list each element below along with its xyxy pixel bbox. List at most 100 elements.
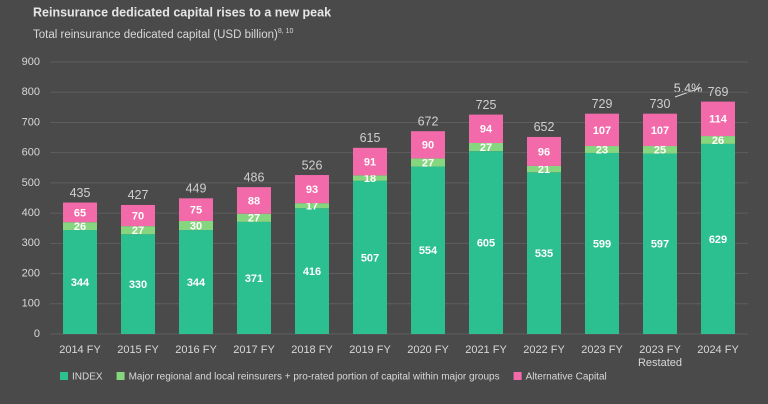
value-label: 25 xyxy=(654,145,666,157)
value-label: 629 xyxy=(709,234,727,246)
bar-segment xyxy=(701,136,735,144)
value-label: 27 xyxy=(132,225,144,237)
x-tick-label: 2014 FY xyxy=(59,344,101,356)
value-label: 344 xyxy=(71,277,90,289)
value-label: 94 xyxy=(480,124,493,136)
bar-segment xyxy=(469,151,503,334)
y-tick-label: 100 xyxy=(22,298,40,310)
y-tick-label: 500 xyxy=(22,177,40,189)
bar-segment xyxy=(585,146,619,153)
value-label: 535 xyxy=(535,248,553,260)
value-label: 88 xyxy=(248,195,260,207)
x-tick-label: 2015 FY xyxy=(117,344,159,356)
total-label: 435 xyxy=(70,186,91,200)
value-label: 70 xyxy=(132,210,144,222)
total-label: 730 xyxy=(650,97,671,111)
legend-label: Alternative Capital xyxy=(526,372,607,383)
subtitle-text: Total reinsurance dedicated capital (USD… xyxy=(33,29,278,41)
total-label: 526 xyxy=(302,158,323,172)
bar-segment xyxy=(63,202,97,223)
bar-segment xyxy=(469,114,503,143)
bar-segment xyxy=(237,187,271,214)
value-label: 107 xyxy=(593,125,611,137)
annotation: 5.4% xyxy=(674,81,703,95)
value-label: 27 xyxy=(480,142,492,154)
bar-segment xyxy=(237,221,271,334)
value-label: 507 xyxy=(361,252,379,264)
value-label: 23 xyxy=(596,144,608,156)
bar-segment xyxy=(295,208,329,334)
value-label: 17 xyxy=(306,201,318,213)
x-tick-label: 2022 FY xyxy=(523,344,565,356)
bar-segment xyxy=(63,230,97,334)
y-tick-label: 0 xyxy=(34,328,40,340)
value-label: 75 xyxy=(190,205,202,217)
x-tick-label: 2023 FY Restated xyxy=(638,344,682,369)
bar-segment xyxy=(701,101,735,137)
bar-segment xyxy=(121,226,155,235)
bar-segment xyxy=(121,234,155,334)
total-label: 449 xyxy=(186,182,207,196)
value-label: 90 xyxy=(422,140,434,152)
total-label: 427 xyxy=(128,188,149,202)
value-label: 554 xyxy=(419,245,438,257)
value-label: 330 xyxy=(129,279,147,291)
value-label: 30 xyxy=(190,220,202,232)
value-label: 65 xyxy=(74,207,86,219)
legend-label: Major regional and local reinsurers + pr… xyxy=(129,372,500,383)
bar-segment xyxy=(469,142,503,152)
bar-segment xyxy=(643,113,677,147)
x-tick-label: 2020 FY xyxy=(407,344,449,356)
bar-segment xyxy=(643,153,677,334)
value-label: 91 xyxy=(364,156,376,168)
bar-segment xyxy=(527,136,561,166)
value-label: 26 xyxy=(712,135,724,147)
total-label: 769 xyxy=(708,85,729,99)
value-label: 21 xyxy=(538,164,550,176)
value-label: 605 xyxy=(477,237,495,249)
bar-segment xyxy=(179,230,213,334)
total-label: 725 xyxy=(476,98,497,112)
bar-segment xyxy=(411,158,445,167)
bar-segment xyxy=(527,165,561,173)
value-label: 416 xyxy=(303,266,321,278)
bar-segment xyxy=(353,175,387,181)
x-tick-label: 2017 FY xyxy=(233,344,275,356)
bar-segment xyxy=(585,113,619,147)
value-label: 107 xyxy=(651,125,669,137)
x-tick-label: 2019 FY xyxy=(349,344,391,356)
value-label: 114 xyxy=(709,114,728,126)
value-label: 599 xyxy=(593,238,611,250)
x-tick-label: 2021 FY xyxy=(465,344,507,356)
value-label: 371 xyxy=(245,273,263,285)
legend-swatch xyxy=(513,372,522,380)
value-label: 18 xyxy=(364,173,376,185)
bar-segment xyxy=(643,146,677,154)
bar-segment xyxy=(585,152,619,334)
y-tick-label: 300 xyxy=(22,237,40,249)
y-tick-label: 800 xyxy=(22,86,40,98)
total-label: 615 xyxy=(360,131,381,145)
bar-segment xyxy=(411,166,445,334)
y-tick-label: 200 xyxy=(22,267,40,279)
bar-segment xyxy=(353,147,387,176)
bar-segment xyxy=(179,220,213,231)
total-label: 729 xyxy=(592,97,613,111)
chart-subtitle: Total reinsurance dedicated capital (USD… xyxy=(33,28,294,41)
bar-segment xyxy=(121,204,155,227)
bar-segment xyxy=(237,213,271,222)
legend-label: INDEX xyxy=(72,372,103,383)
x-tick-label: 2023 FY xyxy=(581,344,623,356)
x-tick-label: 2016 FY xyxy=(175,344,217,356)
value-label: 597 xyxy=(651,239,669,251)
bar-segment xyxy=(701,143,735,334)
x-tick-label: 2018 FY xyxy=(291,344,333,356)
y-tick-label: 900 xyxy=(22,56,40,68)
value-label: 27 xyxy=(422,157,434,169)
x-tick-label: 2024 FY xyxy=(697,344,739,356)
y-tick-label: 700 xyxy=(22,116,40,128)
y-tick-label: 400 xyxy=(22,207,40,219)
bar-segment xyxy=(295,203,329,209)
